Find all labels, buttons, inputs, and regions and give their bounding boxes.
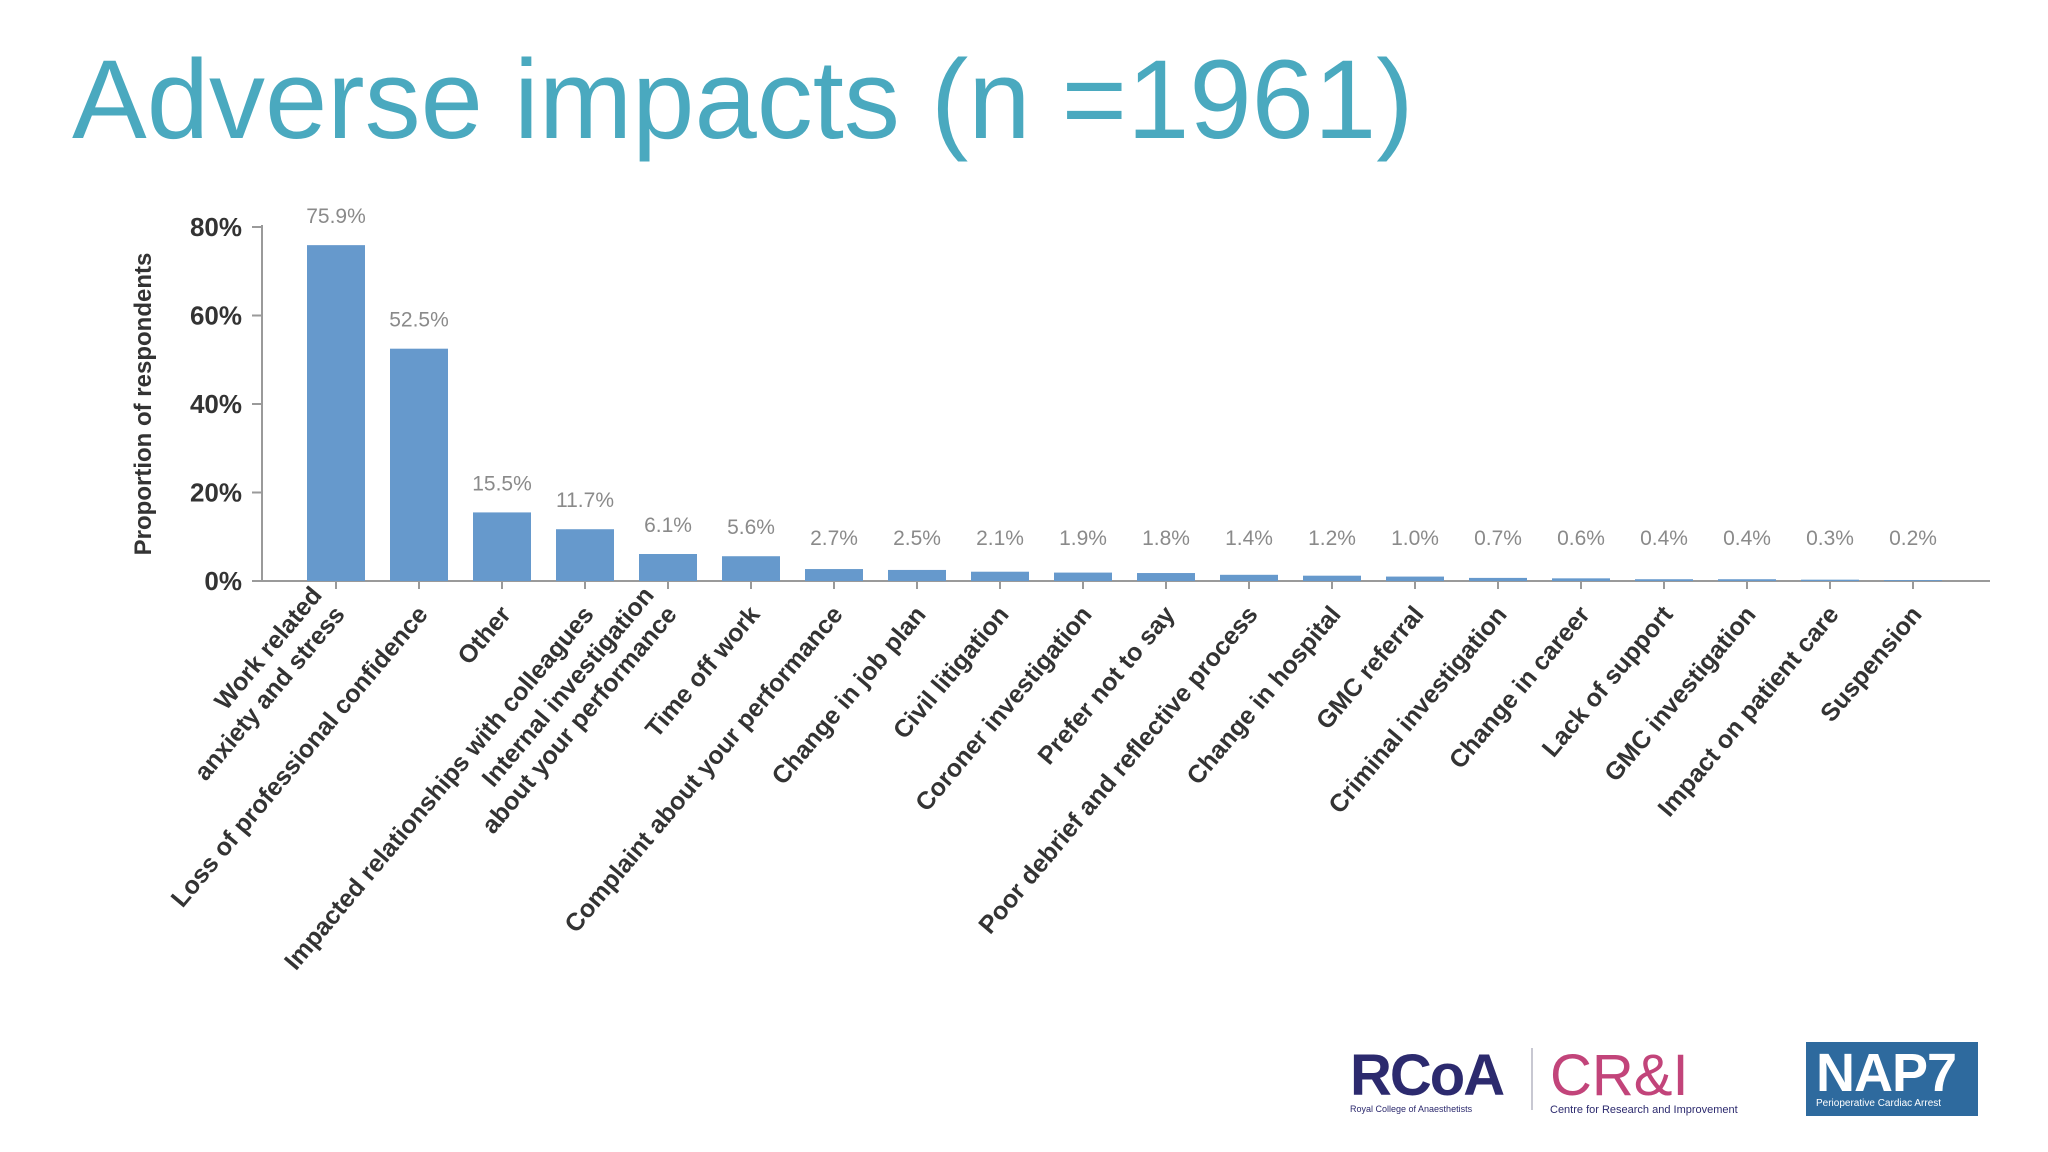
x-tick-label: Impacted relationships with colleagues: [279, 601, 600, 976]
y-tick-label: 40%: [190, 389, 242, 419]
bar: [390, 348, 448, 581]
bar-value-label: 5.6%: [727, 516, 775, 539]
bar: [1552, 578, 1610, 581]
bar-value-label: 2.1%: [976, 527, 1024, 550]
logo-divider: [1531, 1048, 1533, 1110]
bar: [722, 556, 780, 581]
bar: [1054, 572, 1112, 581]
bar: [805, 569, 863, 581]
bar-value-label: 52.5%: [389, 309, 449, 332]
bar: [1801, 579, 1859, 581]
rcoa-logo-mark: RCoA: [1350, 1043, 1505, 1108]
bar-value-label: 2.5%: [893, 527, 941, 550]
bar-value-label: 15.5%: [472, 472, 532, 495]
bar: [1386, 576, 1444, 581]
bar-value-label: 11.7%: [556, 489, 614, 512]
x-tick-label: Change in career: [1444, 601, 1596, 775]
bar-value-label: 6.1%: [644, 514, 692, 537]
bar-value-label: 1.4%: [1225, 527, 1273, 550]
x-tick-label: Change in job plan: [766, 601, 931, 790]
x-tick-label-line: Change in job plan: [766, 601, 931, 790]
bar: [1718, 579, 1776, 581]
bar: [1884, 580, 1942, 581]
x-tick-label-line: GMC investigation: [1599, 601, 1762, 787]
x-tick-label: Other: [452, 601, 516, 670]
y-tick-label: 80%: [190, 212, 242, 242]
bar-value-label: 1.0%: [1391, 527, 1439, 550]
bar-value-label: 0.7%: [1474, 527, 1522, 550]
bar-value-label: 75.9%: [306, 205, 366, 228]
x-tick-label: GMC investigation: [1599, 601, 1762, 787]
x-tick-label-line: Impacted relationships with colleagues: [279, 601, 600, 976]
bar-value-label: 1.9%: [1059, 527, 1107, 550]
x-tick-label-line: Change in career: [1444, 601, 1596, 775]
bar: [307, 245, 365, 581]
logos-footer: RCoA Royal College of Anaesthetists CR&I…: [1350, 1042, 1990, 1122]
cri-logo-subtitle: Centre for Research and Improvement: [1550, 1104, 1738, 1116]
bar: [556, 529, 614, 581]
x-tick-label-line: Other: [452, 601, 516, 670]
bar: [1303, 575, 1361, 581]
x-tick-label: Change in hospital: [1181, 601, 1346, 790]
x-tick-label-line: Change in hospital: [1181, 601, 1346, 790]
bar: [473, 512, 531, 581]
rcoa-logo-subtitle: Royal College of Anaesthetists: [1350, 1104, 1473, 1114]
rcoa-logo: RCoA Royal College of Anaesthetists: [1350, 1043, 1505, 1115]
bar: [888, 569, 946, 581]
bar-value-label: 0.2%: [1889, 527, 1937, 550]
bar-value-label: 0.6%: [1557, 527, 1605, 550]
cri-logo-mark: CR&I: [1550, 1043, 1689, 1108]
bar-value-label: 2.7%: [810, 527, 858, 550]
nap7-logo: NAP7 Perioperative Cardiac Arrest: [1806, 1042, 1978, 1116]
nap7-logo-mark: NAP7: [1816, 1043, 1957, 1103]
y-tick-label: 0%: [204, 566, 242, 596]
bar: [1220, 574, 1278, 581]
bar-value-label: 0.3%: [1806, 527, 1854, 550]
bar: [1469, 577, 1527, 581]
y-tick-label: 20%: [190, 478, 242, 508]
bar: [971, 571, 1029, 581]
bar: [639, 554, 697, 581]
y-tick-label: 60%: [190, 301, 242, 331]
bar-value-label: 1.8%: [1142, 527, 1190, 550]
bar-value-label: 0.4%: [1723, 527, 1771, 550]
nap7-logo-subtitle: Perioperative Cardiac Arrest: [1816, 1098, 1942, 1109]
bar: [1635, 579, 1693, 581]
slide-title: Adverse impacts (n =1961): [72, 37, 1414, 162]
cri-logo: CR&I Centre for Research and Improvement: [1550, 1043, 1738, 1117]
bar-value-label: 1.2%: [1308, 527, 1356, 550]
bar: [1137, 573, 1195, 581]
bar-value-label: 0.4%: [1640, 527, 1688, 550]
y-axis-label: Proportion of respondents: [130, 253, 157, 556]
